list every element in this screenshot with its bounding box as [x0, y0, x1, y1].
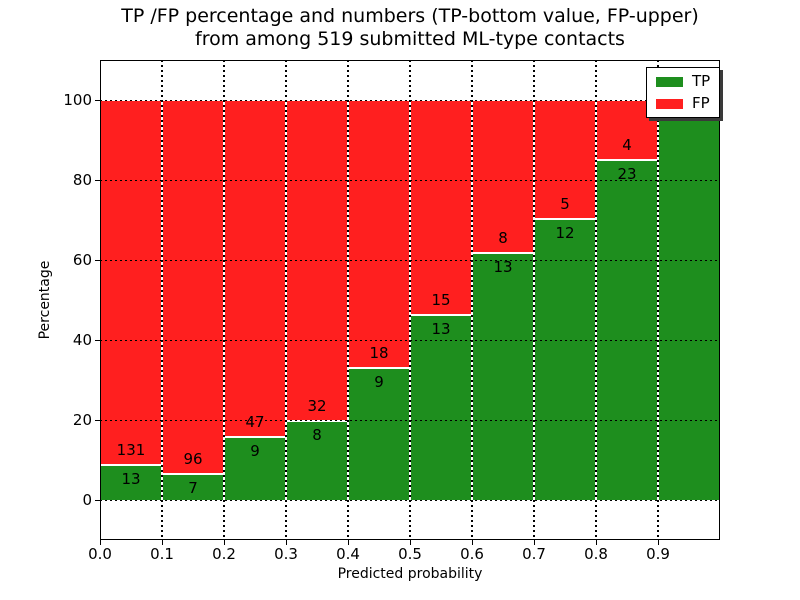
y-tick-label: 60 — [72, 251, 92, 269]
bar-count-fp: 47 — [245, 412, 265, 431]
bar-count-tp: 12 — [555, 223, 575, 242]
x-axis-label: Predicted probability — [337, 566, 483, 582]
y-tick — [95, 100, 100, 101]
x-tick — [348, 540, 349, 545]
legend-item-tp: TP — [656, 74, 710, 89]
bar-count-tp: 9 — [374, 372, 384, 391]
bar-count-fp: 18 — [369, 343, 389, 362]
gridline-vertical — [595, 60, 597, 540]
y-axis-label: Percentage — [37, 260, 53, 340]
legend-label-fp: FP — [692, 94, 710, 112]
bar-segment-tp — [596, 159, 658, 500]
y-tick-label: 40 — [72, 331, 92, 349]
x-tick-label: 0.2 — [212, 545, 236, 563]
bar-count-fp: 4 — [622, 136, 632, 155]
gridline-vertical — [409, 60, 411, 540]
bar-segment-fp — [348, 100, 410, 367]
x-tick-label: 0.0 — [88, 545, 112, 563]
bar-segment-fp — [410, 100, 472, 315]
gridline-vertical — [657, 60, 659, 540]
legend-label-tp: TP — [692, 72, 711, 90]
x-tick-label: 0.5 — [398, 545, 422, 563]
legend-swatch-fp — [656, 98, 683, 109]
x-tick — [596, 540, 597, 545]
bar-count-tp: 9 — [250, 441, 260, 460]
x-tick — [410, 540, 411, 545]
gridline-vertical — [285, 60, 287, 540]
y-tick-label: 80 — [72, 171, 92, 189]
bar-count-fp: 32 — [307, 397, 327, 415]
x-tick — [472, 540, 473, 545]
x-tick — [658, 540, 659, 545]
x-tick-label: 0.6 — [460, 545, 484, 563]
x-tick — [162, 540, 163, 545]
y-tick — [95, 260, 100, 261]
bar-count-tp: 13 — [493, 258, 513, 277]
x-tick-label: 0.3 — [274, 545, 298, 563]
bar-segment-tp — [658, 100, 720, 500]
bar-segment-fp — [162, 100, 224, 473]
x-tick-label: 0.1 — [150, 545, 174, 563]
y-tick-label: 100 — [63, 91, 92, 109]
x-tick-label: 0.8 — [584, 545, 608, 563]
x-tick-label: 0.9 — [646, 545, 670, 563]
bar-segment-tp — [162, 472, 224, 500]
y-tick-label: 20 — [72, 411, 92, 429]
x-tick — [100, 540, 101, 545]
y-tick-label: 0 — [82, 491, 92, 509]
x-tick — [534, 540, 535, 545]
x-tick-label: 0.7 — [522, 545, 546, 563]
bar-segment-tp — [410, 314, 472, 500]
x-tick — [224, 540, 225, 545]
bar-count-tp: 13 — [121, 469, 141, 488]
gridline-vertical — [533, 60, 535, 540]
bar-count-tp: 23 — [617, 165, 637, 184]
y-tick — [95, 180, 100, 181]
bar-count-tp: 8 — [312, 426, 322, 444]
gridline-vertical — [471, 60, 473, 540]
chart-title: TP /FP percentage and numbers (TP-bottom… — [100, 5, 720, 51]
gridline-vertical — [161, 60, 163, 540]
bar-count-fp: 15 — [431, 291, 451, 310]
bar-count-fp: 5 — [560, 194, 570, 213]
legend: TP FP — [646, 67, 721, 118]
y-tick — [95, 500, 100, 501]
y-tick — [95, 340, 100, 341]
bar-count-tp: 13 — [431, 320, 451, 339]
gridline-vertical — [223, 60, 225, 540]
bar-count-fp: 96 — [183, 449, 203, 468]
chart-title-line2: from among 519 submitted ML-type contact… — [195, 28, 625, 50]
plot-area: TP FP 13113967479328189151381351242356 — [100, 60, 721, 540]
bar-segment-tp — [472, 252, 534, 500]
bar-segment-fp — [224, 100, 286, 436]
y-tick — [95, 420, 100, 421]
bar-segment-fp — [100, 100, 162, 464]
x-tick — [286, 540, 287, 545]
legend-swatch-tp — [656, 76, 683, 87]
bar-count-fp: 131 — [116, 440, 146, 459]
bar-count-fp: 8 — [498, 229, 508, 248]
x-tick-label: 0.4 — [336, 545, 360, 563]
gridline-vertical — [347, 60, 349, 540]
chart-title-line1: TP /FP percentage and numbers (TP-bottom… — [121, 5, 699, 27]
bar-count-tp: 7 — [188, 478, 198, 497]
legend-item-fp: FP — [656, 96, 710, 111]
